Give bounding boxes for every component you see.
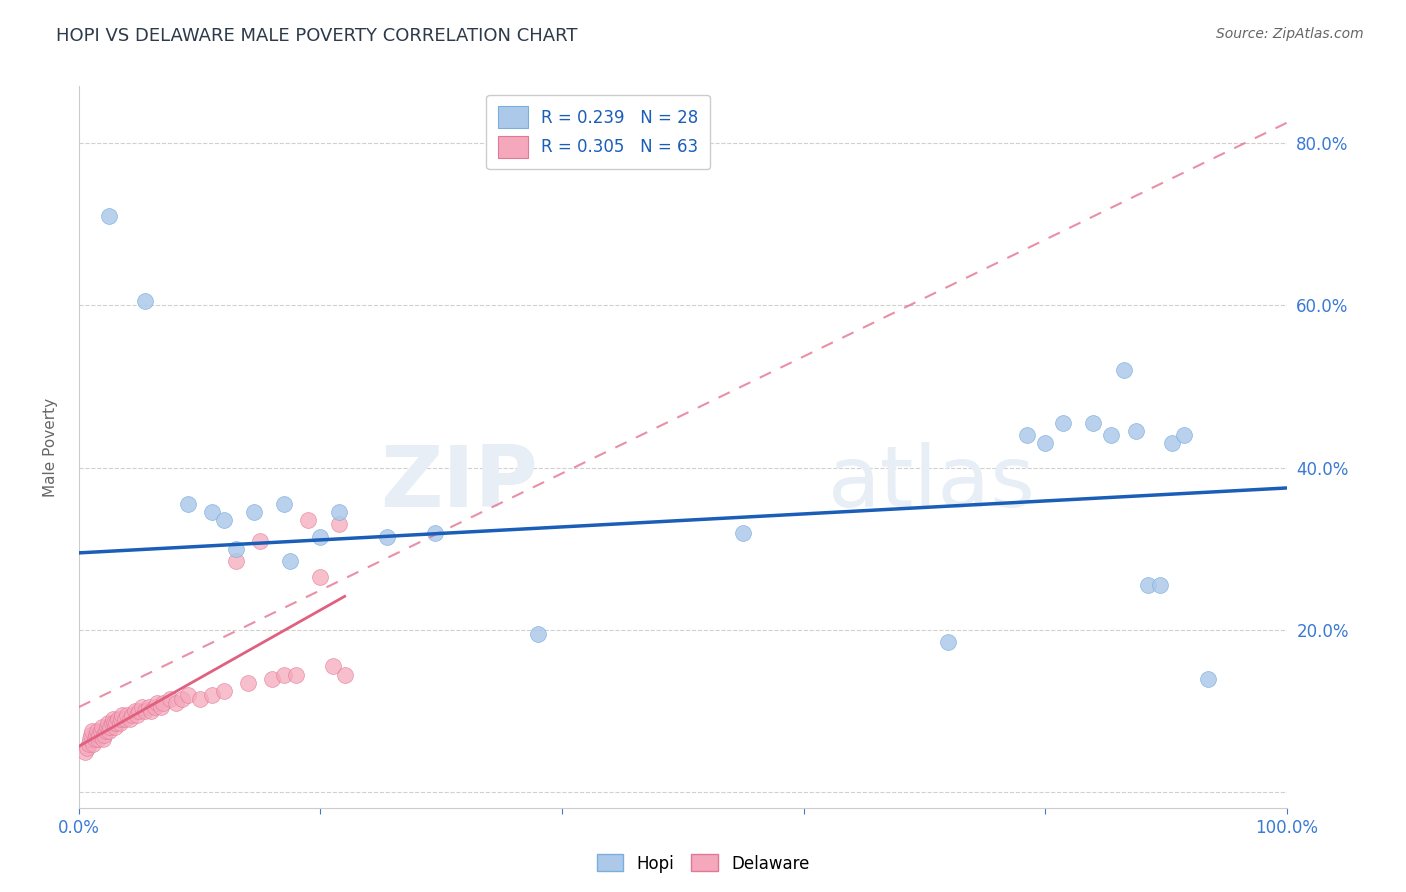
Point [201,688,224,702]
Point [322,659,344,673]
Point [1015,428,1038,442]
Point [212,513,235,527]
Point [1136,578,1159,592]
Text: HOPI VS DELAWARE MALE POVERTY CORRELATION CHART: HOPI VS DELAWARE MALE POVERTY CORRELATIO… [56,27,578,45]
Point [297,513,319,527]
Point [84,728,107,742]
Point [100,716,122,731]
Point [170,692,193,706]
Legend: Hopi, Delaware: Hopi, Delaware [591,847,815,880]
Point [110,712,132,726]
Point [117,708,139,723]
Point [79,732,101,747]
Point [1101,428,1123,442]
Y-axis label: Male Poverty: Male Poverty [44,398,58,497]
Point [285,667,308,681]
Point [98,209,121,223]
Text: atlas: atlas [828,442,1036,525]
Point [225,554,247,568]
Point [527,627,550,641]
Point [733,525,755,540]
Point [225,541,247,556]
Point [86,724,108,739]
Point [98,724,121,739]
Point [138,700,160,714]
Text: Source: ZipAtlas.com: Source: ZipAtlas.com [1216,27,1364,41]
Point [1173,428,1195,442]
Point [201,505,224,519]
Point [141,704,163,718]
Point [97,716,120,731]
Point [176,688,198,702]
Point [98,720,121,734]
Point [94,724,117,739]
Point [278,554,301,568]
Point [82,724,104,739]
Point [243,505,266,519]
Legend: R = 0.239   N = 28, R = 0.305   N = 63: R = 0.239 N = 28, R = 0.305 N = 63 [486,95,710,169]
Point [1052,416,1074,430]
Point [212,683,235,698]
Point [328,505,350,519]
Point [90,720,112,734]
Point [1033,436,1056,450]
Point [124,704,146,718]
Point [103,716,125,731]
Point [1197,672,1219,686]
Point [309,530,332,544]
Point [93,728,115,742]
Point [114,712,136,726]
Text: ZIP: ZIP [380,442,538,525]
Point [96,720,118,734]
Point [111,708,134,723]
Point [82,737,104,751]
Point [104,720,127,734]
Point [101,712,124,726]
Point [262,672,284,686]
Point [73,745,96,759]
Point [131,700,153,714]
Point [1160,436,1182,450]
Point [83,732,105,747]
Point [128,704,150,718]
Point [77,737,100,751]
Point [236,675,259,690]
Point [91,732,114,747]
Point [150,700,173,714]
Point [165,696,187,710]
Point [152,696,174,710]
Point [425,525,447,540]
Point [1125,424,1147,438]
Point [1149,578,1171,592]
Point [107,712,129,726]
Point [118,712,141,726]
Point [273,667,295,681]
Point [121,708,143,723]
Point [938,635,960,649]
Point [134,294,156,309]
Point [76,740,98,755]
Point [105,716,128,731]
Point [146,696,169,710]
Point [273,497,295,511]
Point [87,732,110,747]
Point [89,728,111,742]
Point [328,517,350,532]
Point [188,692,211,706]
Point [249,533,271,548]
Point [108,716,131,731]
Point [309,570,332,584]
Point [1112,363,1135,377]
Point [80,728,103,742]
Point [1083,416,1105,430]
Point [134,704,156,718]
Point [159,692,181,706]
Point [375,530,398,544]
Point [176,497,198,511]
Point [125,708,148,723]
Point [333,667,356,681]
Point [90,724,112,739]
Point [143,700,166,714]
